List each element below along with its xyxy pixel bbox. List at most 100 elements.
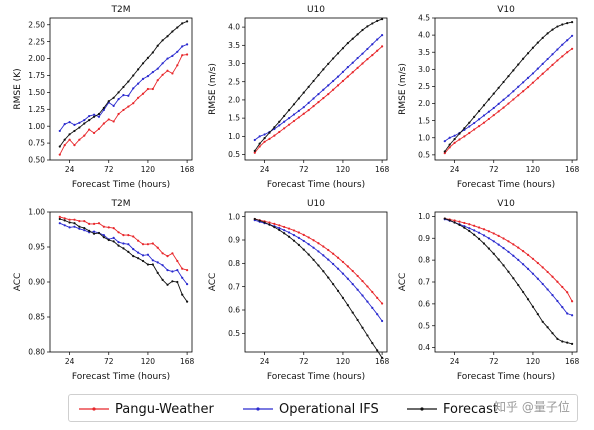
data-point <box>351 283 354 286</box>
legend-label-operational-ifs: Operational IFS <box>279 401 379 417</box>
x-tick-label: 168 <box>180 357 195 366</box>
series-forecast <box>58 20 189 148</box>
x-axis-label: Forecast Time (hours) <box>72 180 170 190</box>
x-tick-label: 168 <box>565 357 580 366</box>
data-point <box>571 21 574 24</box>
x-tick-label: 168 <box>375 165 390 174</box>
y-tick-label: 1.0 <box>418 212 430 221</box>
data-point <box>526 52 530 55</box>
x-axis-label: Forecast Time (hours) <box>267 180 365 190</box>
data-point <box>361 279 364 283</box>
data-point <box>551 332 554 335</box>
data-point <box>336 256 340 259</box>
data-point <box>526 298 530 301</box>
data-point <box>132 102 135 105</box>
data-point <box>278 130 281 134</box>
data-point <box>531 257 535 260</box>
data-point <box>517 246 520 249</box>
data-point <box>376 19 379 23</box>
data-point <box>502 264 505 267</box>
series-operational-ifs <box>58 43 189 133</box>
data-point <box>453 138 456 141</box>
data-point <box>297 97 300 100</box>
y-tick-label: 0.90 <box>28 278 45 287</box>
data-point <box>556 59 559 62</box>
data-point <box>566 22 569 25</box>
series-pangu-weather <box>253 45 384 154</box>
data-point <box>97 222 101 225</box>
x-tick-label: 24 <box>260 357 270 366</box>
data-point <box>297 116 300 119</box>
data-point <box>322 68 325 71</box>
data-point <box>181 45 184 48</box>
data-point <box>132 248 135 251</box>
data-point <box>327 62 330 65</box>
data-point <box>166 269 169 272</box>
data-point <box>492 252 495 255</box>
data-point <box>146 253 150 256</box>
data-point <box>561 285 564 289</box>
data-point <box>171 54 174 57</box>
chart-panel-6: V10 24 72 120 168 0.4 0.5 0.6 0.7 0.8 0.9 1.0 Foreca… <box>398 199 579 382</box>
y-axis-label: ACC <box>13 273 23 292</box>
data-point <box>517 258 520 262</box>
y-tick-label: 0.9 <box>228 236 240 245</box>
data-point <box>473 115 476 118</box>
data-point <box>92 113 96 116</box>
data-point <box>541 62 544 65</box>
data-point <box>151 87 154 91</box>
y-tick-label: 0.5 <box>228 329 240 338</box>
data-point <box>453 219 456 222</box>
data-point <box>253 217 256 221</box>
data-point <box>536 261 539 265</box>
data-point <box>63 144 66 147</box>
data-point <box>317 242 320 245</box>
data-point <box>102 108 105 112</box>
x-tick-label: 24 <box>450 357 460 366</box>
y-tick-label: 4.0 <box>228 23 240 32</box>
data-point <box>312 246 315 249</box>
data-point <box>278 124 281 127</box>
data-point <box>117 91 120 94</box>
data-point <box>181 22 184 25</box>
y-tick-label: 0.7 <box>418 278 430 287</box>
data-point <box>332 88 335 91</box>
data-point <box>497 86 500 89</box>
chart-panel-1: T2M 24 72 120 168 0.50 0.75 1.00 1.25 1.50 1.75 2.0… <box>13 5 194 190</box>
data-point <box>141 92 145 95</box>
data-point <box>492 92 495 95</box>
data-point <box>443 217 446 220</box>
data-point <box>292 234 296 237</box>
y-tick-label: 3.5 <box>418 48 430 57</box>
data-point <box>341 260 345 264</box>
x-axis-label: Forecast Time (hours) <box>72 372 170 382</box>
chart-panel-4: T2M 24 72 120 168 0.80 0.85 0.90 0.95 1.00 Forecas… <box>13 199 194 382</box>
data-point <box>117 241 120 244</box>
data-point <box>78 225 81 228</box>
data-point <box>176 50 179 53</box>
data-point <box>551 53 554 56</box>
data-point <box>258 145 261 148</box>
x-tick-label: 168 <box>565 165 580 174</box>
data-point <box>166 255 169 258</box>
data-point <box>258 219 261 222</box>
series-operational-ifs <box>58 222 189 286</box>
data-point <box>73 225 76 228</box>
data-point <box>283 127 286 130</box>
data-point <box>366 58 369 61</box>
data-point <box>122 85 125 89</box>
data-point <box>186 283 189 286</box>
data-point <box>473 229 476 232</box>
data-point <box>73 222 76 225</box>
legend-marker-operational-ifs <box>243 407 273 411</box>
data-point <box>287 227 291 230</box>
data-point <box>312 239 315 242</box>
data-point <box>166 57 169 60</box>
data-point <box>517 283 520 287</box>
data-point <box>371 43 374 46</box>
chart-title: U10 <box>307 5 325 15</box>
data-point <box>366 300 369 303</box>
data-point <box>151 71 154 74</box>
data-point <box>561 43 564 46</box>
data-point <box>58 153 61 156</box>
